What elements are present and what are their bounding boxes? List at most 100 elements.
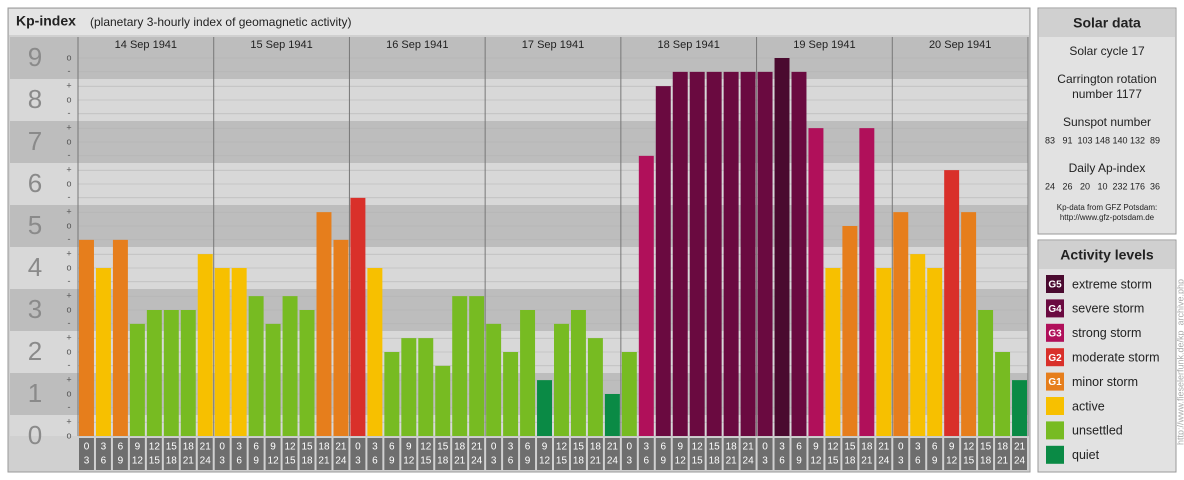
bar (299, 310, 315, 436)
legend-code: G3 (1048, 328, 1062, 339)
legend-label: severe storm (1072, 302, 1144, 316)
hour-box (214, 438, 230, 470)
x-tick-label: 9 (660, 456, 666, 467)
x-tick-label: 12 (556, 442, 568, 453)
day-label: 17 Sep 1941 (522, 39, 584, 51)
x-tick-label: 6 (508, 456, 514, 467)
x-tick-label: 3 (627, 456, 633, 467)
hour-box (537, 438, 552, 470)
bar (248, 296, 264, 436)
y-minor-label: + (66, 249, 71, 259)
y-minor-label: - (68, 192, 71, 202)
y-minor-label: + (66, 333, 71, 343)
x-tick-label: 3 (84, 456, 90, 467)
hour-box (486, 438, 502, 470)
x-tick-label: 0 (627, 442, 633, 453)
y-minor-label: o (66, 220, 71, 230)
x-tick-label: 6 (932, 442, 938, 453)
legend-code: G5 (1048, 280, 1062, 291)
hour-box (961, 438, 977, 470)
x-tick-label: 21 (1014, 442, 1026, 453)
hour-box (570, 438, 586, 470)
title-bar (9, 9, 1029, 35)
ap-value: 176 (1130, 181, 1145, 191)
legend-swatch (1046, 323, 1064, 342)
hour-box (621, 438, 637, 470)
x-tick-label: 12 (827, 442, 839, 453)
source: Kp-data from GFZ Potsdam: (1057, 203, 1157, 212)
y-tick-label: 0 (28, 420, 42, 450)
x-tick-label: 9 (813, 442, 819, 453)
x-tick-label: 24 (878, 456, 890, 467)
x-tick-label: 15 (556, 456, 568, 467)
y-minor-label: - (68, 66, 71, 76)
x-tick-label: 0 (898, 442, 904, 453)
bar (927, 268, 943, 436)
chart-title: Kp-index (16, 13, 76, 29)
bar (384, 352, 400, 436)
bar (774, 58, 790, 436)
x-tick-label: 18 (709, 456, 721, 467)
hour-box (859, 438, 875, 470)
chart-subtitle: (planetary 3-hourly index of geomagnetic… (90, 15, 351, 29)
x-tick-label: 9 (135, 442, 141, 453)
x-tick-label: 24 (335, 456, 347, 467)
bar (944, 170, 960, 436)
bar (672, 71, 688, 437)
day-label: 18 Sep 1941 (658, 39, 720, 51)
bar (825, 268, 841, 436)
x-tick-label: 15 (709, 442, 721, 453)
x-tick-label: 18 (183, 442, 195, 453)
y-minor-label: - (68, 108, 71, 118)
hour-box (248, 438, 264, 470)
hour-box (876, 438, 892, 470)
x-tick-label: 9 (270, 442, 276, 453)
x-tick-label: 21 (861, 456, 873, 467)
hour-box (842, 438, 858, 470)
sunspot-value: 148 (1095, 135, 1110, 145)
x-tick-label: 9 (796, 456, 802, 467)
hour-box (808, 438, 824, 470)
bar (503, 352, 519, 436)
ap-value: 232 (1112, 181, 1127, 191)
x-tick-label: 21 (183, 456, 195, 467)
x-tick-label: 18 (454, 442, 466, 453)
x-tick-label: 3 (508, 442, 514, 453)
y-minor-label: + (66, 291, 71, 301)
x-tick-label: 9 (389, 456, 395, 467)
x-tick-label: 18 (980, 456, 992, 467)
x-tick-label: 15 (284, 456, 296, 467)
day-label: 15 Sep 1941 (250, 39, 312, 51)
hour-box (333, 438, 349, 470)
x-tick-label: 15 (573, 442, 585, 453)
x-tick-label: 12 (675, 456, 687, 467)
sunspot-value: 89 (1150, 135, 1160, 145)
y-minor-label: + (66, 207, 71, 217)
hour-box (706, 438, 722, 470)
solar-panel (1037, 7, 1177, 235)
legend-swatch (1046, 275, 1064, 293)
legend-swatch (1046, 397, 1064, 415)
legend-label: extreme storm (1072, 277, 1152, 291)
bar (876, 268, 892, 436)
sunspot-value: 91 (1062, 135, 1072, 145)
x-tick-label: 21 (607, 442, 619, 453)
x-tick-label: 15 (980, 442, 992, 453)
x-tick-label: 24 (200, 456, 212, 467)
hour-box (604, 438, 620, 470)
hour-box (79, 438, 94, 470)
x-tick-label: 15 (149, 456, 161, 467)
y-minor-label: o (66, 304, 71, 314)
y-tick-label: 2 (28, 336, 42, 366)
bar (604, 394, 620, 436)
x-tick-label: 15 (692, 456, 704, 467)
day-label: 19 Sep 1941 (793, 39, 855, 51)
ap-value: 20 (1080, 181, 1090, 191)
hour-box (367, 438, 383, 470)
hour-box (435, 438, 451, 470)
y-tick-label: 3 (28, 294, 42, 324)
legend-label: moderate storm (1072, 350, 1160, 364)
bar (723, 71, 739, 437)
x-tick-label: 6 (779, 456, 785, 467)
hour-box (740, 438, 756, 470)
